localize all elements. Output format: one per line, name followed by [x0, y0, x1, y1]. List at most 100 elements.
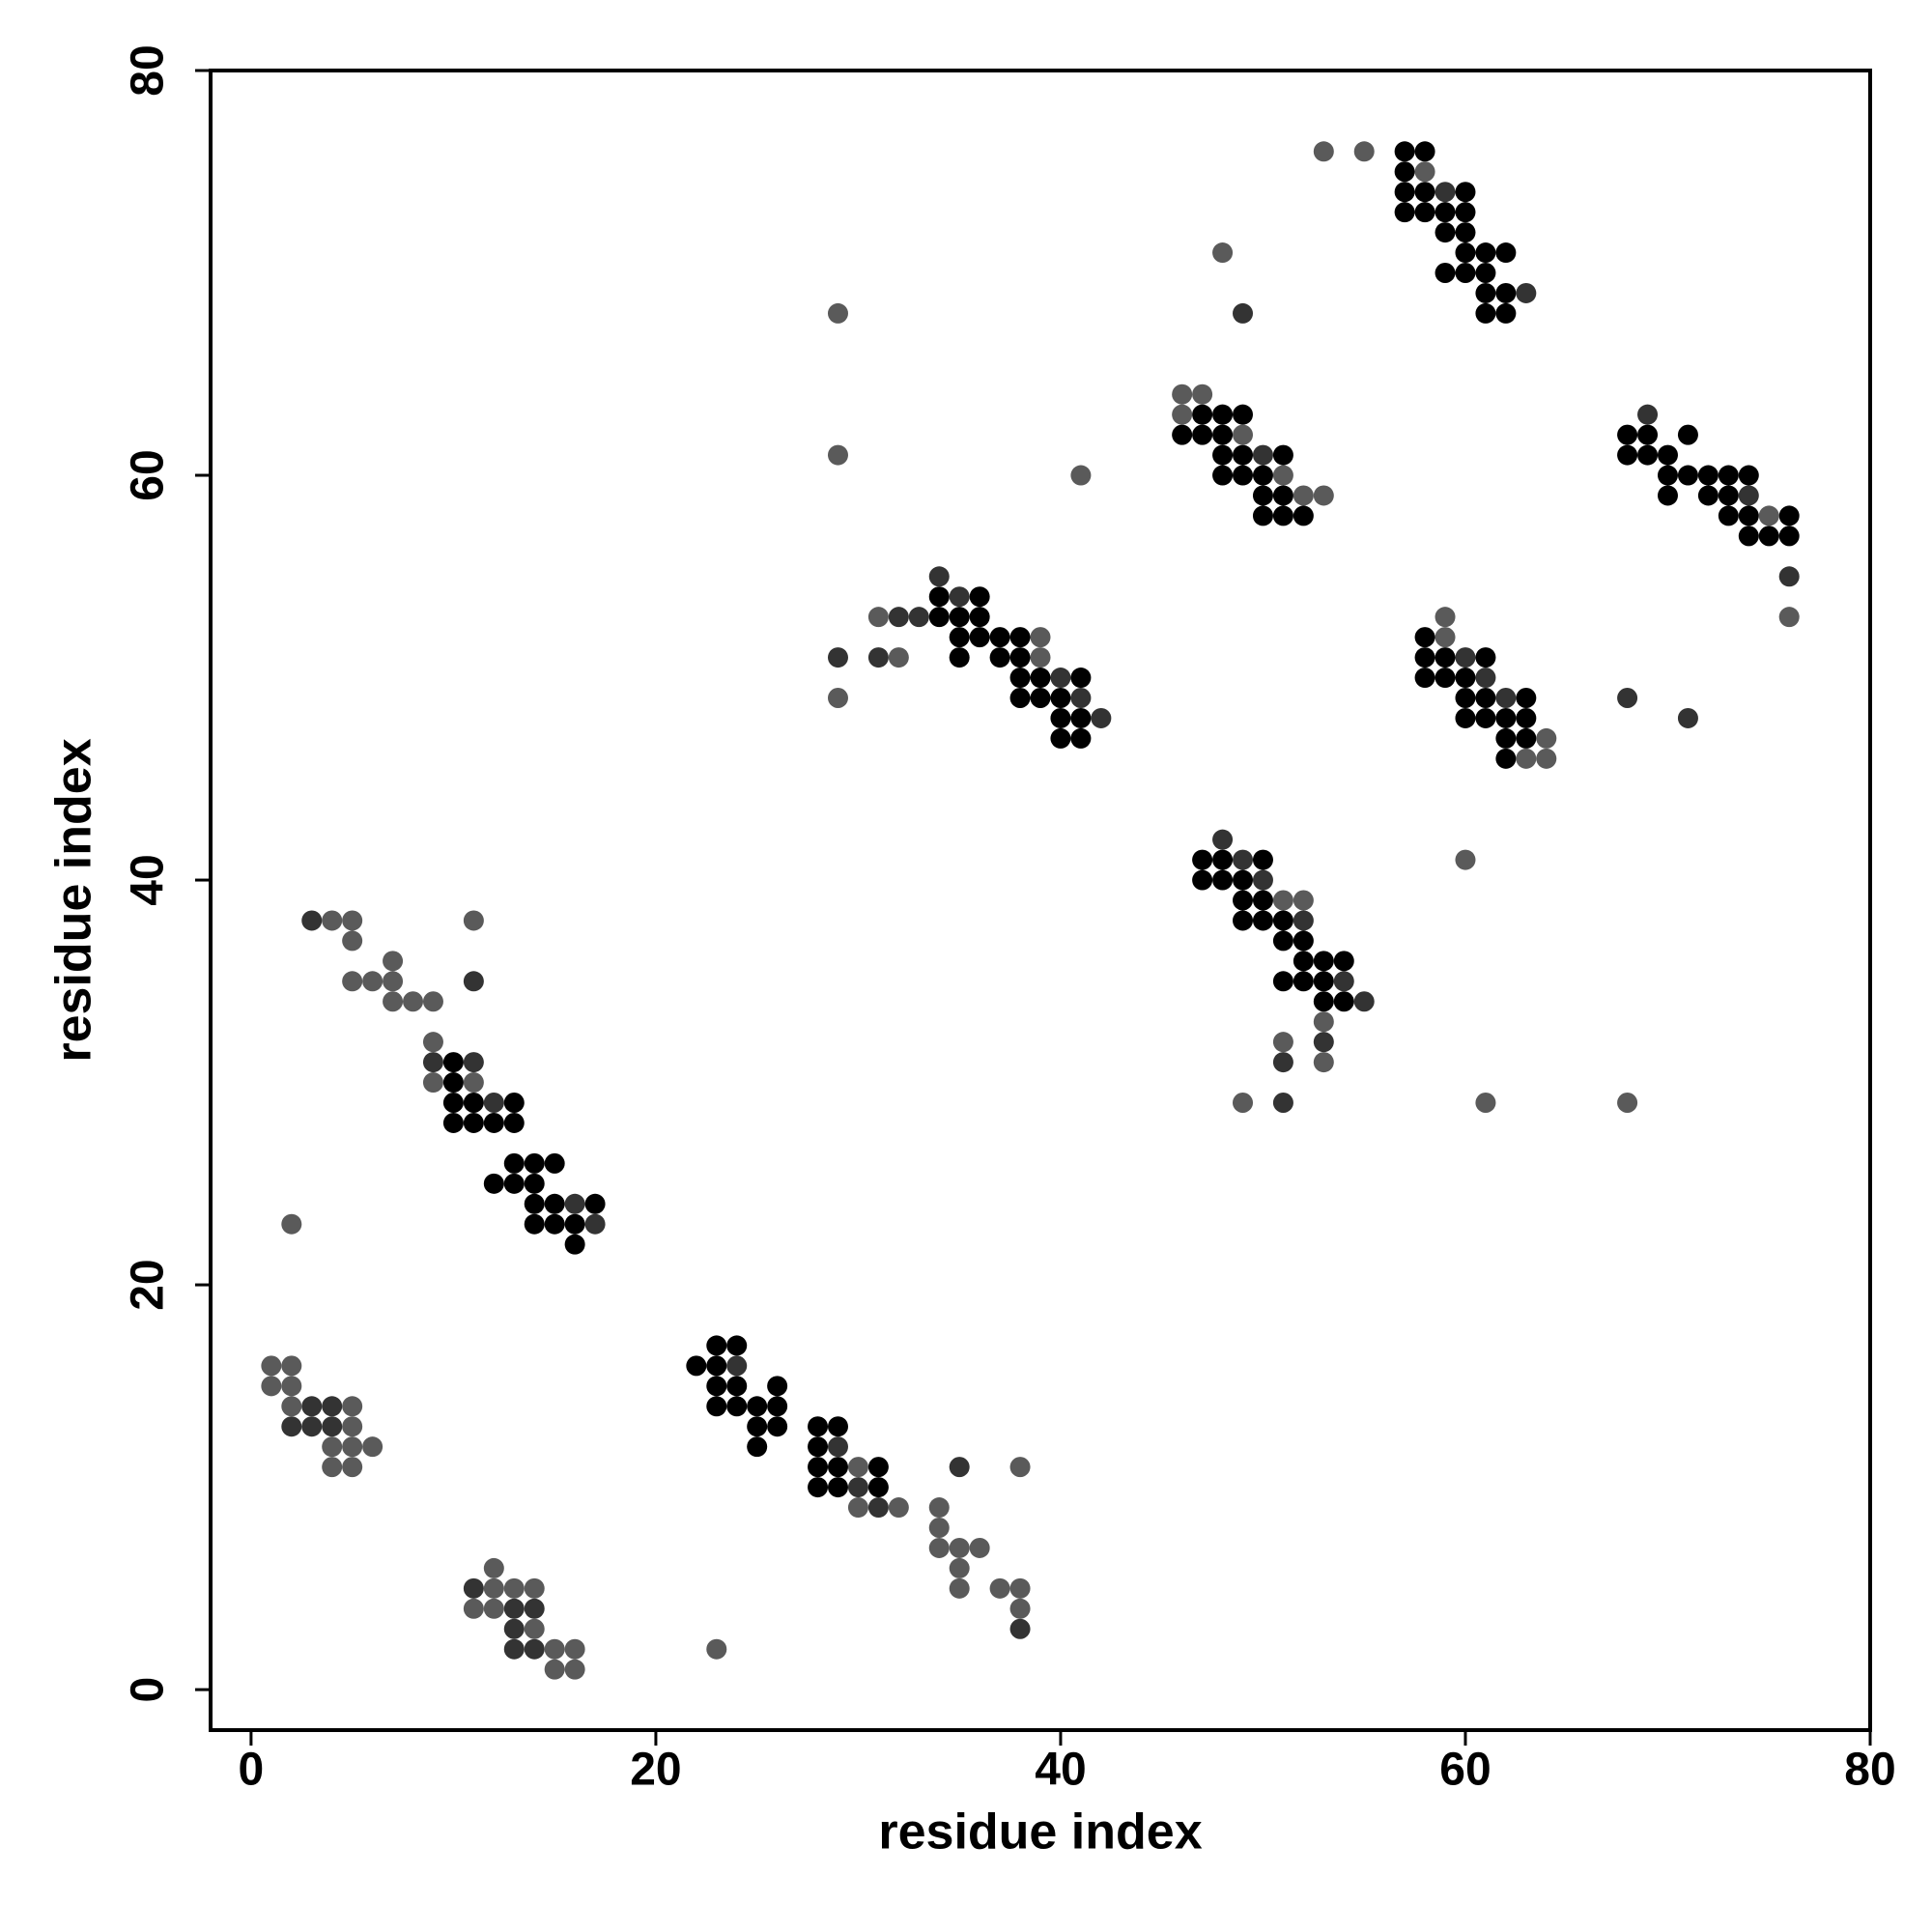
- contact-point: [301, 910, 323, 931]
- contact-point: [544, 1193, 565, 1214]
- contact-point: [1233, 302, 1254, 324]
- contact-point: [281, 1355, 302, 1377]
- contact-point: [1233, 910, 1254, 931]
- contact-point: [1516, 282, 1537, 303]
- contact-point: [1272, 505, 1293, 526]
- contact-point: [442, 1112, 464, 1133]
- contact-point: [969, 1537, 990, 1558]
- contact-point: [949, 1457, 970, 1478]
- contact-point: [1758, 526, 1779, 547]
- contact-point: [1233, 890, 1254, 911]
- contact-point: [867, 1457, 889, 1478]
- contact-point: [1212, 829, 1234, 850]
- contact-point: [1414, 647, 1435, 668]
- contact-point: [342, 1457, 363, 1478]
- contact-point: [463, 971, 484, 992]
- contact-point: [1233, 465, 1254, 486]
- contact-point: [1697, 465, 1719, 486]
- contact-point: [1009, 627, 1031, 648]
- contact-point: [1778, 505, 1800, 526]
- x-tick-label: 40: [1035, 1745, 1086, 1796]
- contact-point: [1455, 263, 1476, 284]
- contact-point: [1293, 505, 1314, 526]
- contact-point: [1313, 991, 1334, 1012]
- contact-point: [949, 647, 970, 668]
- contact-point: [1778, 607, 1800, 628]
- contact-point: [564, 1193, 585, 1214]
- contact-point: [422, 991, 443, 1012]
- contact-point: [564, 1638, 585, 1660]
- contact-point: [362, 1436, 384, 1458]
- contact-point: [1233, 1093, 1254, 1114]
- contact-point: [1394, 141, 1415, 162]
- contact-point: [1455, 222, 1476, 243]
- contact-point: [483, 1557, 504, 1578]
- contact-point: [1718, 465, 1739, 486]
- contact-point: [1617, 687, 1638, 708]
- contact-point: [1435, 222, 1456, 243]
- contact-point: [261, 1376, 282, 1397]
- contact-point: [524, 1618, 545, 1639]
- contact-point: [908, 607, 929, 628]
- contact-point: [1212, 869, 1234, 891]
- contact-point: [1617, 1093, 1638, 1114]
- contact-point: [1070, 687, 1092, 708]
- contact-point: [301, 1396, 323, 1417]
- contact-point: [989, 1577, 1010, 1599]
- contact-point: [1233, 424, 1254, 445]
- y-tick-label: 60: [123, 449, 174, 500]
- contact-point: [847, 1477, 868, 1498]
- contact-point: [1414, 668, 1435, 689]
- contact-point: [1212, 849, 1234, 870]
- contact-point: [989, 627, 1010, 648]
- contact-point: [969, 627, 990, 648]
- contact-point: [1536, 727, 1557, 749]
- contact-point: [1738, 485, 1759, 506]
- contact-point: [1272, 465, 1293, 486]
- x-tick-label: 0: [239, 1745, 265, 1796]
- contact-point: [1414, 627, 1435, 648]
- contact-point: [1516, 687, 1537, 708]
- contact-point: [322, 1396, 343, 1417]
- contact-point: [1435, 182, 1456, 203]
- contact-point: [949, 1557, 970, 1578]
- y-tick-label: 40: [123, 854, 174, 905]
- contact-point: [767, 1396, 788, 1417]
- contact-point: [1233, 444, 1254, 466]
- contact-point: [949, 1577, 970, 1599]
- contact-point: [463, 1598, 484, 1619]
- contact-point: [524, 1152, 545, 1174]
- contact-point: [1475, 707, 1496, 728]
- contact-point: [483, 1598, 504, 1619]
- contact-point: [362, 971, 384, 992]
- contact-point: [867, 607, 889, 628]
- contact-point: [1272, 1052, 1293, 1073]
- contact-point: [1414, 182, 1435, 203]
- contact-point: [867, 1477, 889, 1498]
- contact-point: [969, 586, 990, 608]
- contact-point: [1030, 647, 1051, 668]
- contact-point: [827, 1477, 848, 1498]
- contact-point: [1333, 951, 1354, 972]
- contact-point: [1637, 424, 1659, 445]
- contact-point: [1050, 687, 1071, 708]
- contact-point: [1435, 263, 1456, 284]
- contact-point: [564, 1659, 585, 1680]
- contact-point: [261, 1355, 282, 1377]
- contact-point: [1516, 727, 1537, 749]
- contact-point: [281, 1376, 302, 1397]
- contact-point: [928, 586, 950, 608]
- contact-point: [1009, 1577, 1031, 1599]
- contact-point: [1455, 647, 1476, 668]
- contact-point: [1293, 951, 1314, 972]
- contact-point: [463, 910, 484, 931]
- contact-point: [1212, 242, 1234, 264]
- contact-point: [1455, 849, 1476, 870]
- contact-point: [524, 1193, 545, 1214]
- contact-point: [1435, 668, 1456, 689]
- contact-point: [726, 1335, 748, 1356]
- contact-point: [1233, 849, 1254, 870]
- contact-point: [1252, 465, 1273, 486]
- contact-point: [281, 1213, 302, 1235]
